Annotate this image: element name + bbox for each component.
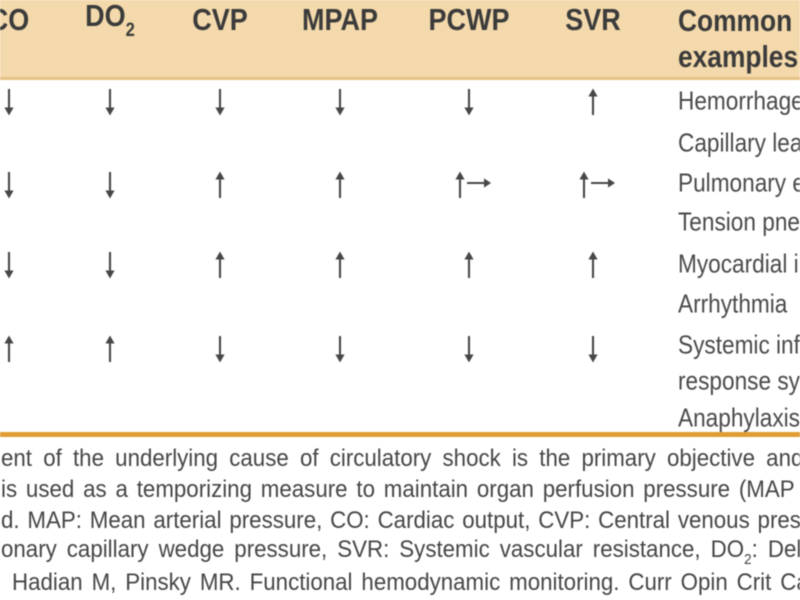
header-cell-pcwp: PCWP <box>429 2 510 38</box>
example-text: Myocardial infarction <box>678 248 800 279</box>
arrow-up-right-icon <box>451 169 497 201</box>
footnote-text-segment: Hadian M, Pinsky MR. Functional hemodyna… <box>12 569 800 596</box>
arrow-up-right-icon <box>575 169 621 201</box>
arrow-down-icon <box>331 86 349 118</box>
arrow-up-icon <box>331 169 349 201</box>
header-label: DO <box>85 0 126 33</box>
footnote-line: onary capillary wedge pressure, SVR: Sys… <box>1 536 800 568</box>
arrow-down-icon <box>331 333 349 365</box>
arrow-up-icon <box>331 249 349 281</box>
footnote-text-segment: : Delivery <box>751 536 800 563</box>
arrow-down-icon <box>0 249 18 281</box>
arrow-down-icon <box>101 249 119 281</box>
header-label: PCWP <box>428 2 510 37</box>
header-cell-mpap: MPAP <box>302 2 378 38</box>
header-cell-co: CO <box>0 2 29 38</box>
example-text: Capillary leak <box>678 127 800 158</box>
footnote-subscript: 2 <box>744 551 752 568</box>
footnote-text-segment: onary capillary wedge pressure, SVR: Sys… <box>1 536 745 563</box>
arrow-up-icon <box>584 249 602 281</box>
header-label: CVP <box>192 2 248 37</box>
arrow-up-icon <box>101 333 119 365</box>
footnote-text-segment: d. MAP: Mean arterial pressure, CO: Card… <box>1 507 800 534</box>
header-examples-title-line: Common <box>678 3 793 38</box>
arrow-up-icon <box>0 333 18 365</box>
footnote-line: is used as a temporizing measure to main… <box>1 476 795 504</box>
header-label: MPAP <box>302 2 378 37</box>
arrow-up-icon <box>211 249 229 281</box>
arrow-down-icon <box>0 169 18 201</box>
arrow-up-icon <box>460 249 478 281</box>
header-cell-svr: SVR <box>565 2 620 38</box>
arrow-up-icon <box>211 169 229 201</box>
example-text: Arrhythmia <box>678 288 788 319</box>
table-bottom-rule <box>0 432 800 437</box>
arrow-down-icon <box>211 333 229 365</box>
header-label: CO <box>0 2 30 37</box>
arrow-down-icon <box>101 86 119 118</box>
example-text: Anaphylaxis <box>678 402 800 433</box>
header-examples-title-line: examples <box>678 39 799 74</box>
arrow-down-icon <box>584 333 602 365</box>
header-cell-common-examples: Common examples <box>678 3 798 75</box>
header-label-subscript: 2 <box>125 20 135 41</box>
arrow-down-icon <box>460 86 478 118</box>
footnote-text-segment: ent of the underlying cause of circulato… <box>1 445 800 472</box>
arrow-down-icon <box>211 86 229 118</box>
header-cell-cvp: CVP <box>192 2 247 38</box>
footnote-text-segment: is used as a temporizing measure to main… <box>1 476 795 503</box>
header-cell-do: DO2 <box>85 0 135 42</box>
example-text: Hemorrhage <box>678 85 800 116</box>
example-text: Pulmonary embolism <box>678 167 800 198</box>
arrow-down-icon <box>460 333 478 365</box>
example-text: response syndrome <box>678 365 800 395</box>
arrow-down-icon <box>0 86 18 118</box>
arrow-up-icon <box>584 86 602 118</box>
footnote-line: ent of the underlying cause of circulato… <box>1 445 800 473</box>
arrow-down-icon <box>101 169 119 201</box>
example-text: Tension pneumothorax <box>678 206 800 237</box>
footnote-line: d. MAP: Mean arterial pressure, CO: Card… <box>1 507 800 535</box>
footnote-line: Hadian M, Pinsky MR. Functional hemodyna… <box>12 569 800 597</box>
header-label: SVR <box>565 2 621 37</box>
example-text: Systemic inflammatory <box>678 329 800 359</box>
